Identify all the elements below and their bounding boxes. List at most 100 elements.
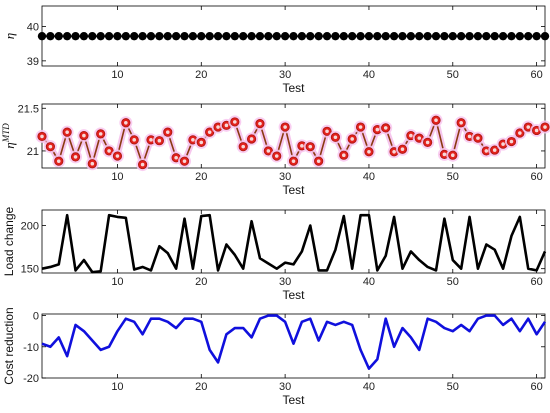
x-axis-label: Test bbox=[282, 393, 305, 407]
data-point-core bbox=[274, 154, 279, 158]
data-point-core bbox=[191, 138, 195, 142]
data-point bbox=[46, 31, 55, 41]
data-point bbox=[62, 31, 72, 41]
data-point-core bbox=[149, 138, 153, 142]
data-point bbox=[155, 31, 164, 41]
data-point-core bbox=[400, 147, 405, 152]
data-point bbox=[171, 31, 181, 41]
data-point bbox=[180, 31, 189, 41]
data-point bbox=[113, 31, 122, 41]
data-point bbox=[507, 31, 516, 41]
data-point-core bbox=[124, 120, 128, 125]
data-point bbox=[79, 31, 89, 41]
data-point bbox=[373, 31, 382, 41]
data-point-core bbox=[543, 125, 547, 129]
data-point-core bbox=[165, 130, 170, 134]
data-point-core bbox=[98, 132, 103, 136]
data-point-core bbox=[199, 140, 204, 145]
x-tick-label: 60 bbox=[530, 171, 542, 183]
data-point bbox=[423, 31, 432, 41]
data-point-core bbox=[249, 137, 254, 141]
data-point bbox=[146, 31, 156, 41]
x-tick-label: 60 bbox=[530, 276, 542, 288]
data-point bbox=[280, 31, 290, 41]
data-point bbox=[465, 31, 474, 41]
data-point-core bbox=[467, 134, 472, 139]
data-point bbox=[163, 31, 172, 41]
data-point bbox=[54, 31, 63, 41]
data-point bbox=[364, 31, 374, 41]
x-tick-label: 10 bbox=[111, 276, 123, 288]
data-point bbox=[104, 31, 114, 41]
x-tick-label: 40 bbox=[363, 69, 375, 81]
data-point-core bbox=[241, 144, 245, 149]
data-point-core bbox=[484, 149, 489, 153]
y-tick-label: 150 bbox=[21, 264, 39, 276]
data-point bbox=[71, 31, 80, 41]
data-point-core bbox=[492, 148, 497, 152]
data-point bbox=[498, 31, 508, 41]
data-point bbox=[322, 31, 332, 41]
x-tick-label: 10 bbox=[111, 171, 123, 183]
series-line bbox=[41, 314, 547, 370]
x-tick-label: 20 bbox=[195, 171, 207, 183]
data-point bbox=[347, 31, 357, 41]
x-axis-label: Test bbox=[282, 288, 305, 302]
x-tick-label: 60 bbox=[530, 381, 542, 393]
data-point bbox=[406, 31, 416, 41]
x-tick-label: 10 bbox=[111, 69, 123, 81]
data-point-core bbox=[56, 159, 61, 163]
data-point bbox=[239, 31, 248, 41]
data-point bbox=[440, 31, 449, 41]
chart-panel-4: 10 20 30 40 50 60 -20 -10 0 Test Cost reduction bbox=[2, 307, 547, 407]
data-point bbox=[255, 31, 265, 41]
data-point bbox=[247, 31, 256, 41]
y-tick-label: 0 bbox=[33, 311, 39, 323]
data-point-core bbox=[417, 136, 422, 140]
x-tick-label: 50 bbox=[447, 69, 459, 81]
data-point-core bbox=[224, 123, 229, 128]
data-point bbox=[96, 31, 105, 41]
x-tick-label: 20 bbox=[195, 69, 207, 81]
data-point-core bbox=[40, 134, 44, 139]
x-tick-label: 30 bbox=[279, 381, 291, 393]
data-point bbox=[356, 31, 365, 41]
data-point-core bbox=[509, 139, 514, 144]
data-point bbox=[448, 31, 457, 41]
data-point bbox=[398, 31, 407, 41]
data-point-core bbox=[459, 120, 463, 125]
data-point bbox=[88, 31, 97, 41]
data-point bbox=[389, 31, 399, 41]
data-point-core bbox=[325, 129, 329, 134]
data-point-core bbox=[392, 149, 396, 154]
data-point-core bbox=[107, 149, 111, 153]
data-point bbox=[205, 31, 214, 41]
data-point bbox=[222, 31, 231, 41]
data-point-core bbox=[233, 120, 237, 124]
y-tick-label: -20 bbox=[23, 373, 39, 385]
data-point-core bbox=[409, 133, 413, 138]
data-point bbox=[515, 31, 525, 41]
data-point bbox=[381, 31, 390, 41]
data-point bbox=[415, 31, 424, 41]
data-point bbox=[524, 31, 533, 41]
x-tick-label: 20 bbox=[195, 276, 207, 288]
series-line bbox=[41, 213, 547, 274]
data-point-core bbox=[375, 127, 380, 132]
chart-panel-3: 10 20 30 40 50 60 150 200 Test Load change bbox=[2, 206, 547, 302]
x-tick-label: 10 bbox=[111, 381, 123, 393]
data-point bbox=[272, 31, 281, 41]
data-point-core bbox=[308, 144, 313, 149]
y-tick-label: 40 bbox=[27, 22, 39, 34]
plot-frame bbox=[41, 313, 546, 379]
y-tick-label: 21.5 bbox=[18, 103, 39, 115]
plot-frame bbox=[41, 209, 546, 274]
data-point-core bbox=[182, 159, 187, 163]
data-point-core bbox=[333, 135, 338, 140]
data-point bbox=[331, 31, 340, 41]
y-tick-label: 39 bbox=[27, 56, 39, 68]
data-point bbox=[482, 31, 491, 41]
y-tick-label: 200 bbox=[21, 221, 39, 233]
data-point-core bbox=[216, 125, 220, 129]
data-point bbox=[264, 31, 273, 41]
